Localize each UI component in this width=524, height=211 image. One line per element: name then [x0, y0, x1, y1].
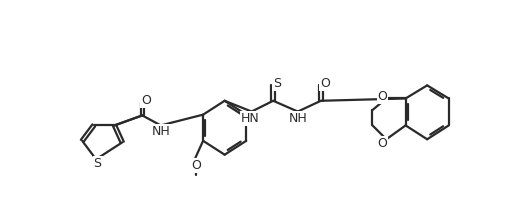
Text: O: O — [191, 159, 201, 172]
Text: NH: NH — [289, 112, 308, 125]
Text: S: S — [94, 157, 102, 170]
Text: HN: HN — [241, 112, 259, 125]
Text: NH: NH — [152, 125, 171, 138]
Text: O: O — [378, 137, 387, 150]
Text: O: O — [320, 77, 330, 90]
Text: O: O — [141, 94, 151, 107]
Text: S: S — [273, 77, 281, 90]
Text: O: O — [378, 90, 387, 103]
